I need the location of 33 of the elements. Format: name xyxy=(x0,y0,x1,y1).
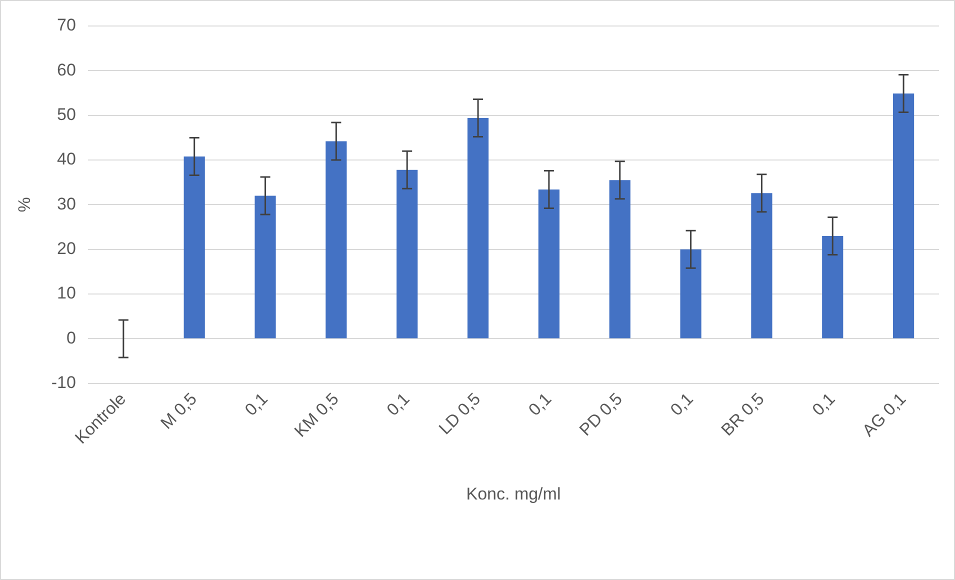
bar xyxy=(538,190,560,338)
x-axis-title: Konc. mg/ml xyxy=(466,484,561,504)
y-tick-label: 30 xyxy=(57,194,76,214)
bar xyxy=(751,193,772,338)
y-tick-label: 70 xyxy=(57,16,76,35)
x-tick-label: 0,1 xyxy=(666,389,697,420)
bar xyxy=(892,93,914,338)
bar xyxy=(822,236,844,338)
x-tick-label: AG 0,1 xyxy=(858,389,910,440)
bar xyxy=(396,170,418,338)
y-tick-label: 10 xyxy=(57,284,76,303)
y-tick-label: 50 xyxy=(57,105,76,124)
bar xyxy=(326,141,347,338)
x-tick-label: M 0,5 xyxy=(156,389,200,433)
y-tick-label: 40 xyxy=(57,150,76,169)
x-tick-label: LD 0,5 xyxy=(435,389,484,438)
bar xyxy=(680,249,702,338)
x-tick-label: KM 0,5 xyxy=(290,389,342,441)
bar xyxy=(609,180,630,338)
x-tick-label: 0,1 xyxy=(524,389,556,420)
x-tick-label: 0,1 xyxy=(808,389,839,420)
bar xyxy=(467,118,489,338)
x-tick-label: PD 0,5 xyxy=(576,389,626,440)
x-tick-label: 0,1 xyxy=(383,389,414,420)
y-axis-title: % xyxy=(14,197,34,212)
x-tick-label: BR 0,5 xyxy=(718,389,768,440)
y-tick-label: 20 xyxy=(57,239,76,258)
y-tick-label: 60 xyxy=(57,60,76,80)
bar xyxy=(254,196,276,338)
y-tick-label: 0 xyxy=(66,328,76,348)
y-tick-label: -10 xyxy=(51,373,76,392)
x-tick-label: 0,1 xyxy=(241,389,272,420)
bar xyxy=(184,156,205,338)
